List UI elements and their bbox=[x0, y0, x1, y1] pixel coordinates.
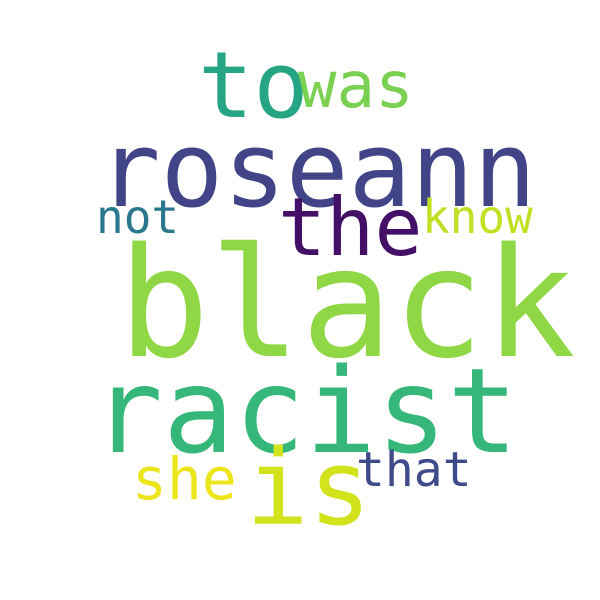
word-roseann: roseann bbox=[98, 109, 537, 231]
word-not: not bbox=[96, 190, 180, 244]
word-is: is bbox=[246, 427, 372, 549]
word-that: that bbox=[356, 442, 472, 498]
word-was: was bbox=[298, 49, 414, 123]
word-racist: racist bbox=[92, 342, 519, 480]
word-the: the bbox=[278, 181, 423, 274]
word-know: know bbox=[422, 190, 533, 244]
word-to: to bbox=[198, 32, 309, 139]
word-black: black bbox=[118, 215, 576, 392]
word-she: she bbox=[132, 445, 237, 513]
